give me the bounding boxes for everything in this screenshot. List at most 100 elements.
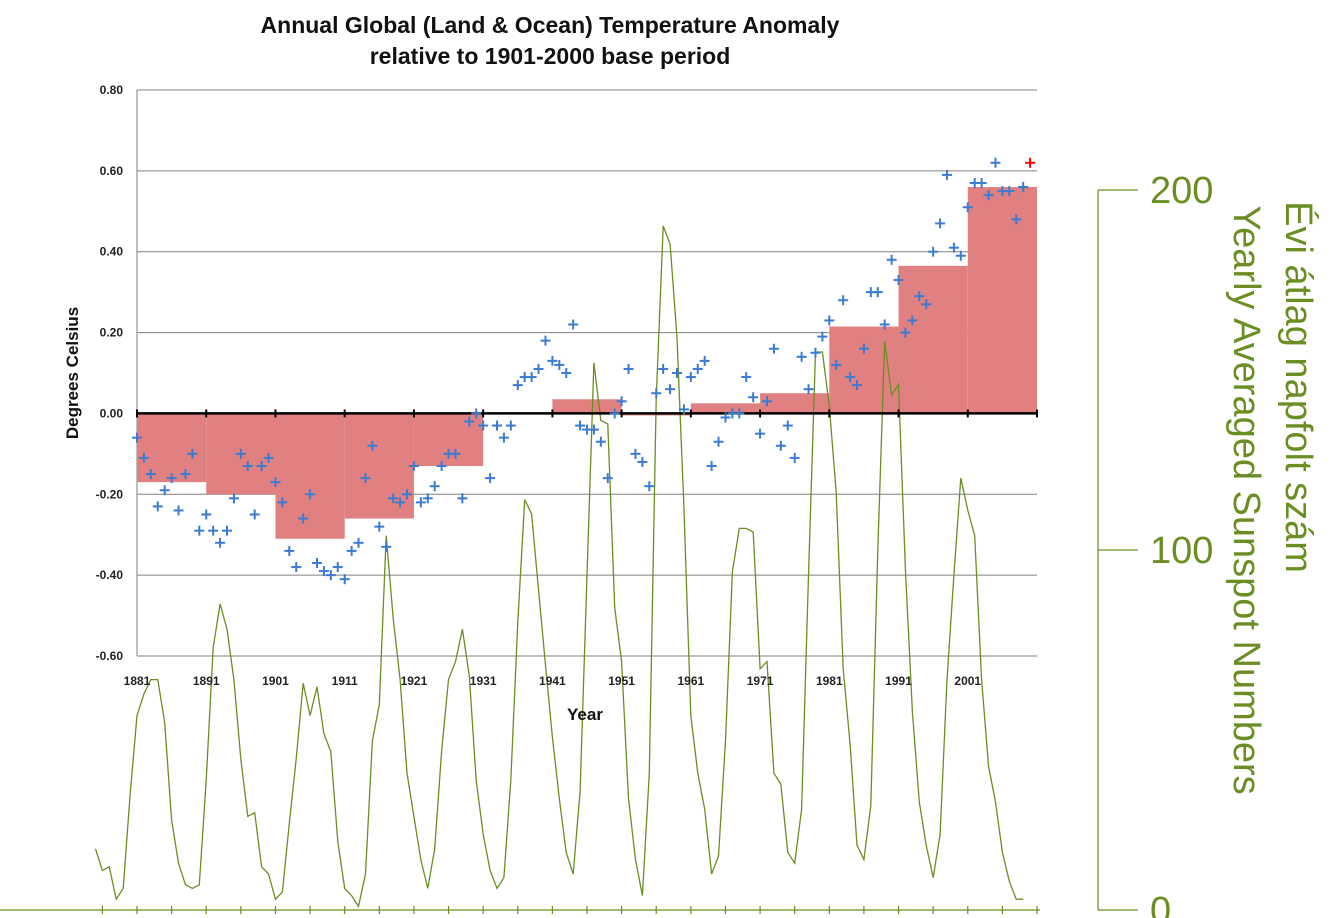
annual-marker: [852, 380, 862, 391]
annual-marker: [796, 351, 807, 362]
sunspot-axis-label-en: Yearly Averaged Sunspot Numbers: [1225, 205, 1267, 794]
annual-marker: [720, 412, 731, 423]
y-tick-label: 0.60: [100, 164, 124, 178]
annual-marker: [762, 396, 772, 407]
annual-marker: [602, 473, 613, 484]
annual-marker: [277, 497, 288, 508]
annual-marker: [741, 372, 752, 383]
annual-marker: [256, 460, 267, 471]
annual-marker: [402, 489, 412, 500]
annual-marker: [339, 574, 350, 585]
annual-marker: [478, 420, 489, 431]
annual-marker: [942, 169, 952, 180]
annual-marker: [588, 424, 599, 435]
annual-marker: [547, 355, 558, 366]
x-tick-label: 1901: [262, 674, 289, 688]
annual-marker: [235, 448, 246, 459]
annual-marker: [554, 359, 565, 370]
annual-marker: [138, 452, 149, 463]
sunspot-series: [94, 225, 1024, 909]
decade-bar: [344, 413, 414, 519]
x-tick-label: 1991: [885, 674, 912, 688]
annual-marker: [298, 513, 309, 524]
annual-marker: [194, 525, 205, 536]
x-tick-label: 1961: [677, 674, 704, 688]
annual-marker: [879, 319, 890, 330]
annual-marker: [312, 558, 322, 569]
decade-bar: [137, 413, 207, 483]
y-tick-label: -0.40: [96, 568, 124, 582]
annual-marker: [775, 440, 786, 451]
sunspot-tick-label: 200: [1150, 170, 1213, 212]
annual-marker: [222, 525, 232, 536]
y-tick-label: 0.80: [100, 83, 124, 97]
annual-marker: [485, 473, 496, 484]
annual-marker: [263, 452, 274, 463]
sunspot-axis-label-hu: Évi átlag napfolt szám: [1277, 201, 1320, 573]
zero-axis: [136, 409, 1038, 418]
decade-bar: [690, 403, 761, 414]
annual-marker: [450, 448, 461, 459]
annual-marker: [464, 416, 475, 427]
annual-marker: [962, 202, 973, 213]
annual-marker: [672, 368, 682, 378]
annual-marker: [948, 242, 959, 253]
latest-annual-marker: [1025, 157, 1036, 168]
y-tick-label: 0.00: [100, 406, 124, 420]
annual-marker: [159, 485, 170, 496]
annual-marker: [872, 287, 883, 298]
annual-marker: [595, 436, 606, 447]
annual-marker: [678, 404, 689, 415]
annual-marker: [616, 396, 627, 407]
annual-marker: [907, 315, 918, 326]
y-tick-label: -0.20: [96, 487, 124, 501]
annual-marker: [1004, 186, 1015, 197]
annual-marker: [533, 363, 544, 374]
annual-marker: [561, 368, 572, 378]
annual-marker: [512, 380, 523, 391]
annual-marker: [706, 460, 717, 471]
annual-marker: [817, 331, 828, 342]
x-tick-label: 1881: [124, 674, 151, 688]
annual-marker: [346, 545, 357, 556]
annual-marker: [748, 392, 759, 403]
x-tick-label: 1951: [608, 674, 635, 688]
annual-marker: [201, 509, 212, 520]
decade-bar: [760, 393, 830, 414]
annual-marker: [630, 448, 641, 459]
sunspot-tick-label: 100: [1150, 530, 1213, 572]
annual-marker: [415, 497, 426, 508]
x-tick-label: 1911: [332, 674, 358, 688]
annual-marker: [782, 420, 793, 431]
x-tick-label: 2001: [954, 674, 981, 688]
annual-marker: [699, 355, 710, 366]
annual-marker: [457, 493, 468, 504]
decade-bar: [898, 265, 968, 414]
annual-marker: [858, 343, 869, 354]
annual-marker: [685, 372, 696, 383]
annual-marker: [325, 570, 336, 581]
annual-marker: [132, 432, 142, 443]
annual-marker: [609, 408, 620, 419]
annual-marker: [921, 299, 932, 310]
decade-bar: [275, 413, 345, 539]
y-axis-label: Degrees Celsius: [63, 307, 82, 439]
annual-marker: [983, 190, 994, 201]
annual-marker: [492, 420, 502, 431]
annual-marker: [886, 254, 897, 265]
annual-marker: [422, 493, 433, 504]
annual-marker: [658, 363, 669, 374]
annual-marker: [734, 408, 745, 419]
annual-marker: [1018, 182, 1029, 193]
annual-marker: [838, 295, 849, 306]
annual-marker: [318, 566, 329, 577]
annual-marker: [803, 384, 814, 395]
annual-marker: [395, 497, 406, 508]
annual-marker: [436, 460, 447, 471]
sunspot-tick-label: 0: [1150, 890, 1171, 918]
annual-marker: [353, 537, 364, 548]
annual-marker: [381, 541, 392, 552]
annual-marker: [845, 372, 856, 383]
annual-marker: [498, 432, 509, 443]
annual-marker: [568, 319, 579, 330]
